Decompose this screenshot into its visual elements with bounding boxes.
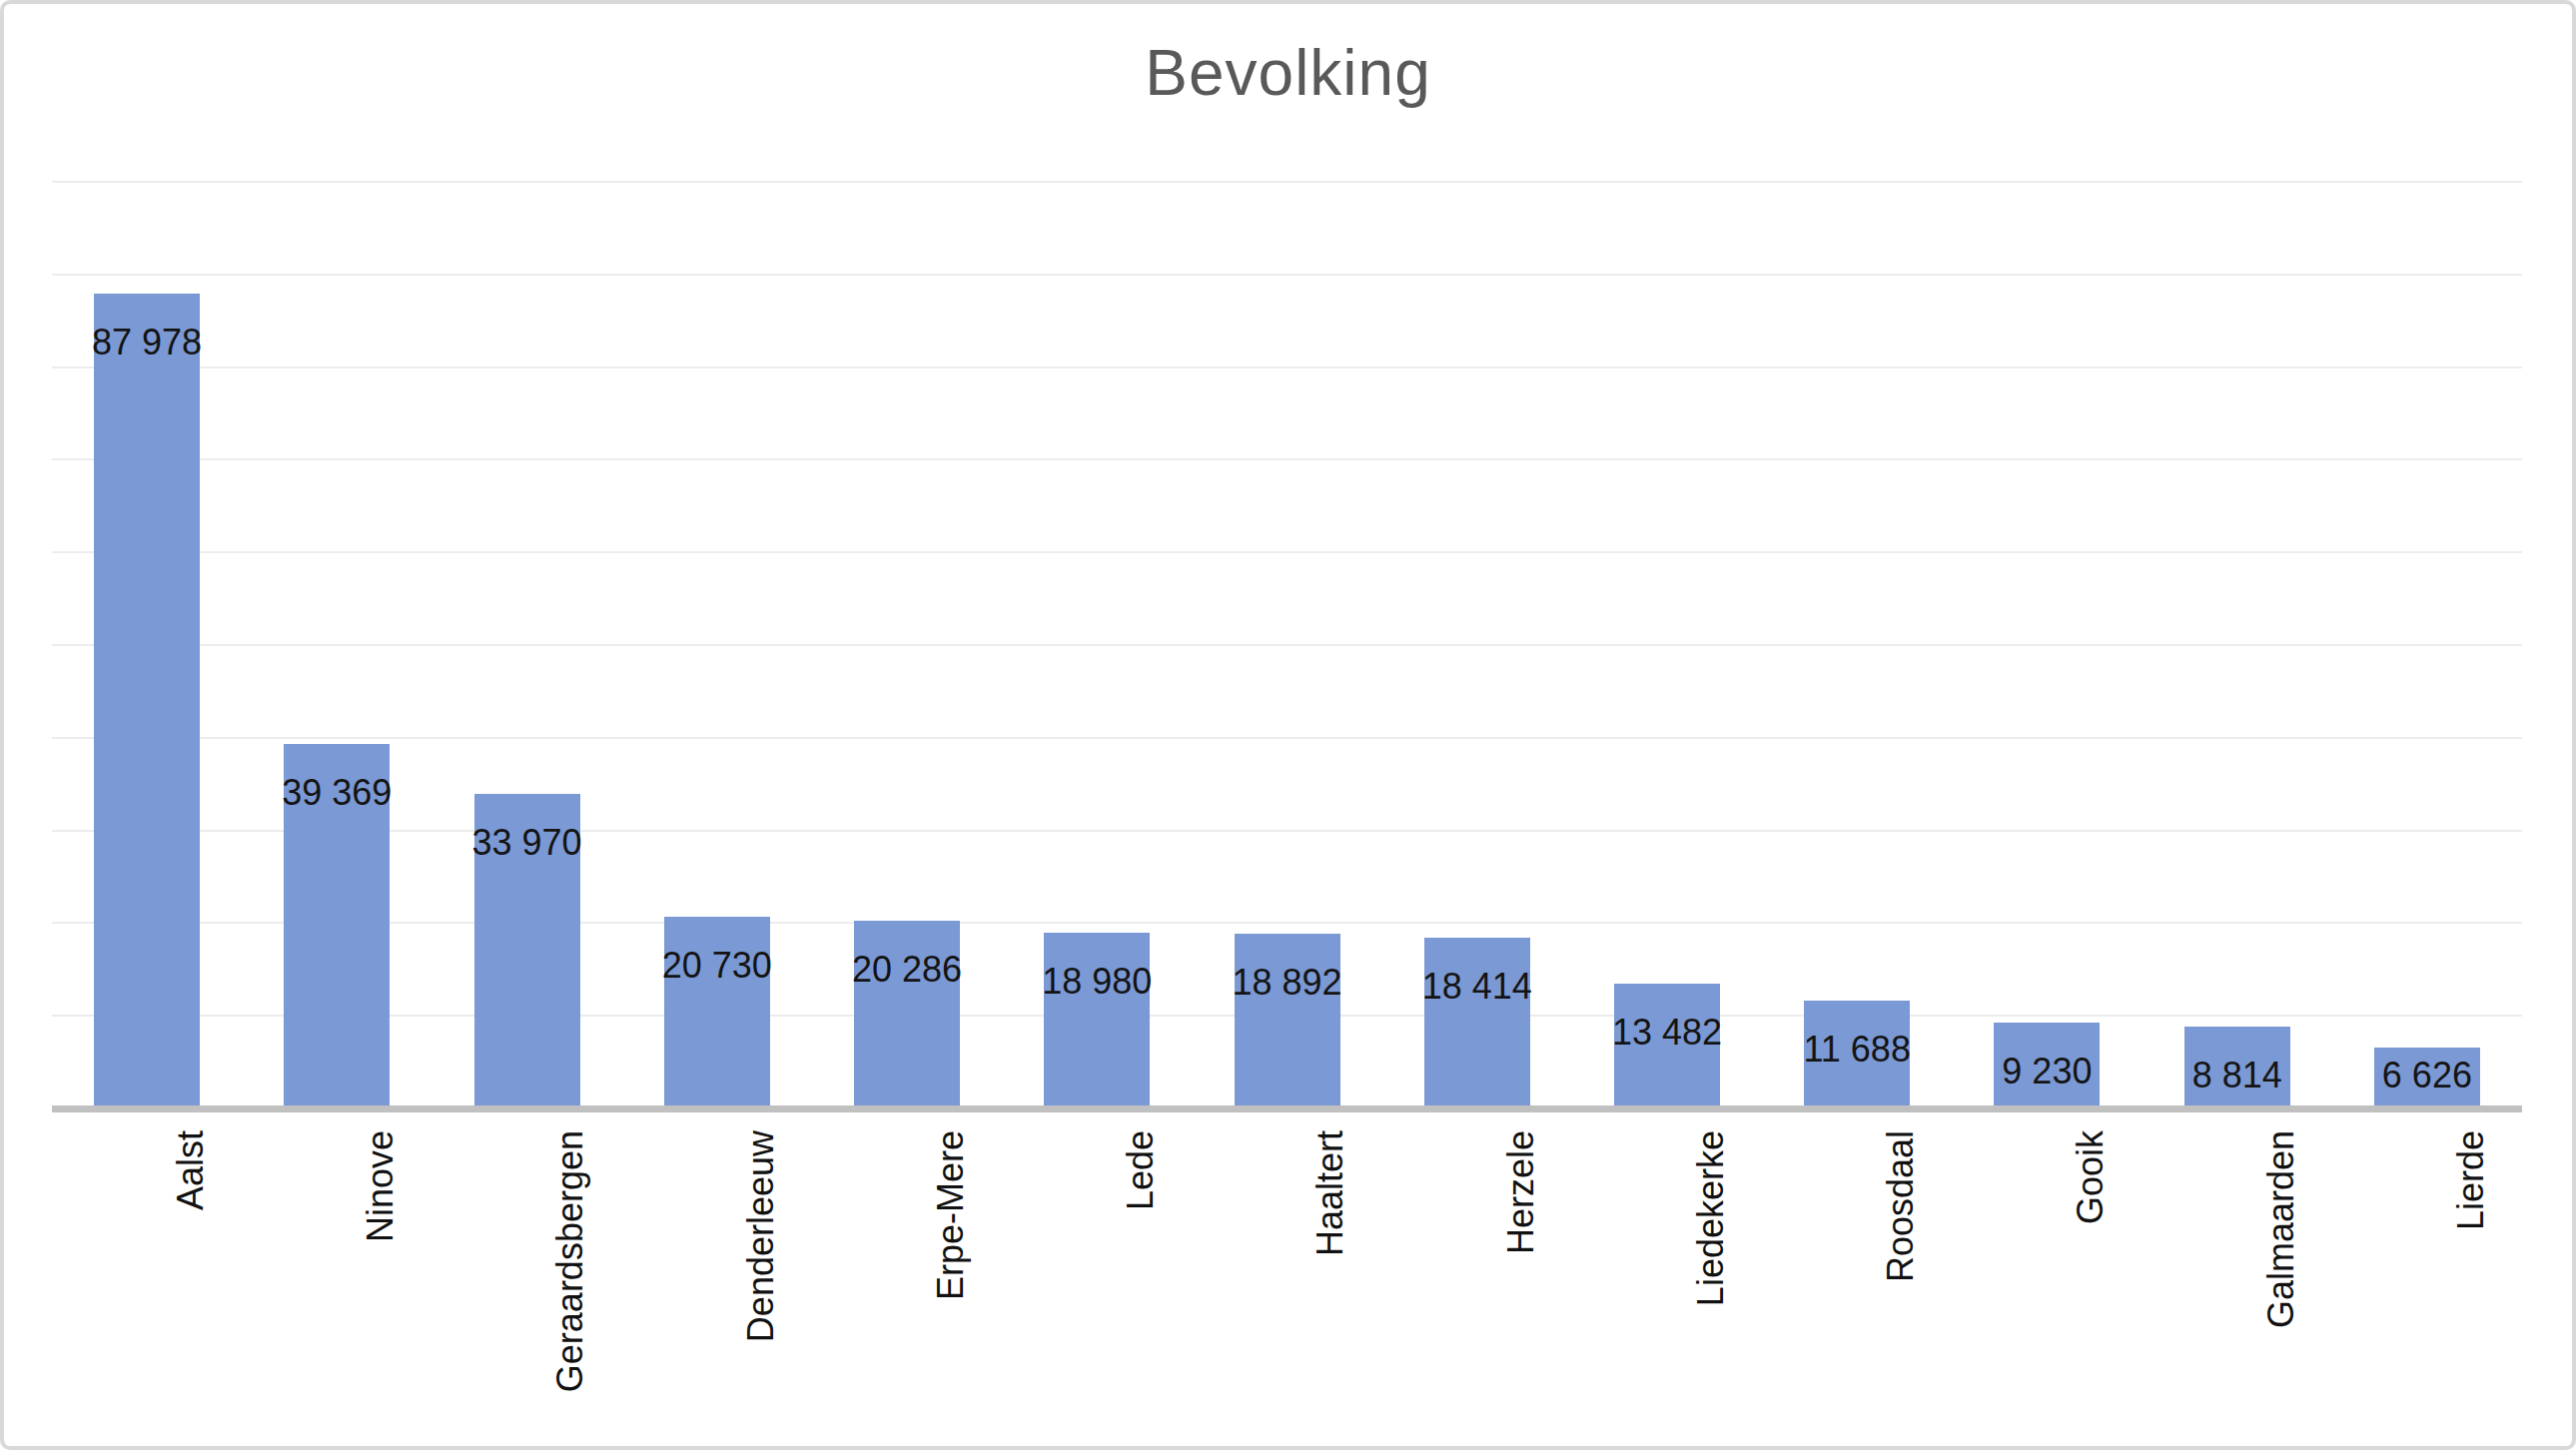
- bar: [1044, 933, 1150, 1108]
- data-label: 9 230: [1937, 1051, 2156, 1092]
- gridline: [52, 274, 2522, 276]
- chart-frame: Bevolking 87 978 Aalst 39 369 Ninove 33 970 G…: [0, 0, 2576, 1450]
- data-label: 6 626: [2317, 1055, 2537, 1096]
- chart-title: Bevolking: [0, 36, 2576, 110]
- x-axis-line: [52, 1105, 2522, 1112]
- data-label: 20 730: [607, 945, 827, 987]
- data-label: 13 482: [1557, 1012, 1777, 1054]
- category-label: Gooik: [2069, 1130, 2113, 1224]
- category-label: Aalst: [169, 1130, 213, 1210]
- category-label: Geraardsbergen: [549, 1130, 593, 1392]
- data-label: 8 814: [2128, 1055, 2347, 1096]
- data-label: 87 978: [37, 322, 257, 363]
- category-label: Roosdaal: [1879, 1130, 1923, 1282]
- category-label: Galmaarden: [2259, 1130, 2303, 1328]
- gridline: [52, 551, 2522, 553]
- gridline: [52, 366, 2522, 368]
- category-label: Ninove: [359, 1130, 403, 1242]
- bar: [1424, 938, 1530, 1108]
- category-label: Erpe-Mere: [929, 1130, 973, 1300]
- data-label: 39 369: [227, 772, 446, 814]
- category-label: Herzele: [1499, 1130, 1543, 1254]
- bar: [94, 294, 200, 1108]
- gridline: [52, 644, 2522, 646]
- gridline: [52, 458, 2522, 460]
- data-label: 33 970: [418, 822, 637, 864]
- data-label: 20 286: [797, 949, 1017, 991]
- category-label: Lierde: [2449, 1130, 2493, 1230]
- gridline: [52, 922, 2522, 924]
- gridline: [52, 181, 2522, 183]
- category-label: Liedekerke: [1689, 1130, 1733, 1306]
- data-label: 18 980: [987, 961, 1207, 1003]
- data-label: 18 892: [1178, 962, 1397, 1004]
- category-label: Denderleeuw: [739, 1130, 783, 1342]
- data-label: 11 688: [1747, 1029, 1967, 1071]
- category-label: Lede: [1119, 1130, 1163, 1210]
- gridline: [52, 737, 2522, 739]
- bar: [1235, 934, 1340, 1108]
- data-label: 18 414: [1367, 966, 1587, 1008]
- category-label: Haaltert: [1309, 1130, 1353, 1256]
